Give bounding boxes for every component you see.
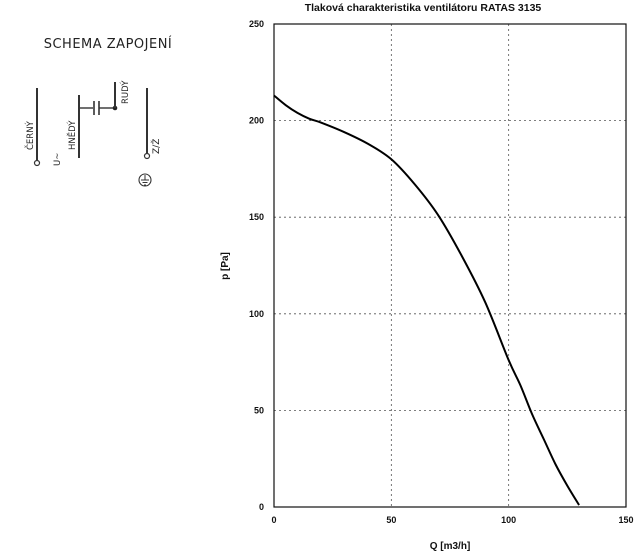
wiring-diagram: SCHEMA ZAPOJENÍ ČERNÝ HNĚDÝ U~ RUDÝ Z/Ž — [24, 36, 173, 187]
chart-title: Tlaková charakteristika ventilátoru RATA… — [305, 2, 542, 14]
pressure-curve — [273, 94, 580, 506]
wiring-title: SCHEMA ZAPOJENÍ — [44, 36, 173, 52]
terminal-black — [33, 159, 41, 167]
plot-frame — [273, 23, 627, 508]
x-tick-0: 0 — [271, 515, 276, 525]
y-axis-label: p [Pa] — [220, 252, 231, 280]
ground-icon — [138, 173, 152, 187]
pressure-chart: Tlaková charakteristika ventilátoru RATA… — [220, 2, 634, 552]
wire-label-red: RUDÝ — [119, 80, 131, 104]
x-tick-100: 100 — [501, 515, 516, 525]
y-tick-labels: 0 50 100 150 200 250 — [249, 19, 264, 512]
x-tick-150: 150 — [618, 515, 633, 525]
x-axis-label: Q [m3/h] — [430, 541, 471, 552]
wire-label-brown: HNĚDÝ — [66, 120, 78, 150]
y-tick-200: 200 — [249, 116, 264, 126]
terminal-earth — [143, 152, 151, 160]
y-tick-50: 50 — [254, 405, 264, 415]
y-tick-100: 100 — [249, 309, 264, 319]
wire-label-earth: Z/Ž — [150, 139, 162, 154]
y-tick-250: 250 — [249, 19, 264, 29]
supply-label: U~ — [53, 153, 63, 166]
chart-grid — [274, 24, 626, 507]
y-tick-150: 150 — [249, 212, 264, 222]
y-tick-0: 0 — [259, 502, 264, 512]
x-tick-labels: 0 50 100 150 — [271, 515, 633, 525]
x-tick-50: 50 — [386, 515, 396, 525]
wire-label-black: ČERNÝ — [24, 120, 36, 150]
